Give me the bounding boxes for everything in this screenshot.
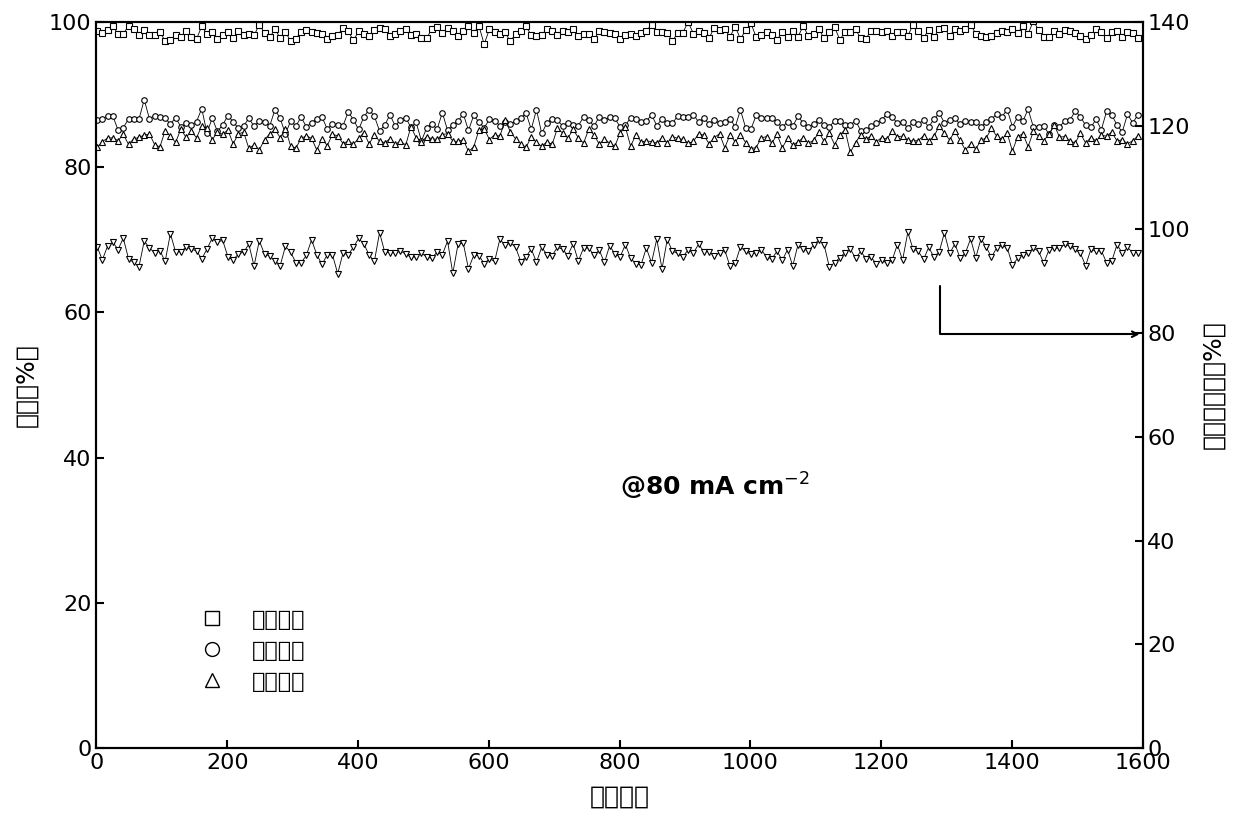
Y-axis label: 效率（%）: 效率（%） [14,343,38,427]
Text: @80 mA cm$^{-2}$: @80 mA cm$^{-2}$ [620,471,809,502]
Legend: 库伦效率, 电压效率, 能量效率: 库伦效率, 电压效率, 能量效率 [181,601,315,700]
X-axis label: 循环序数: 循环序数 [590,784,649,808]
Y-axis label: 容量保持率（%）: 容量保持率（%） [1201,321,1225,450]
